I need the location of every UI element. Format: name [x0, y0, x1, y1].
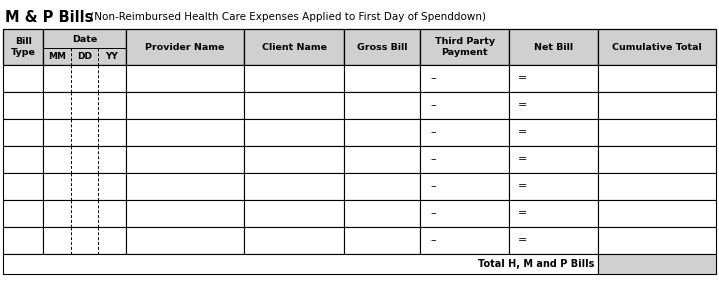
Text: –: – — [431, 181, 436, 192]
Text: Provider Name: Provider Name — [145, 43, 224, 52]
Bar — [597, 173, 716, 200]
Bar — [597, 200, 716, 227]
Bar — [3, 119, 43, 146]
Bar — [126, 65, 244, 92]
Bar — [3, 173, 43, 200]
Text: =: = — [518, 181, 527, 192]
Bar — [43, 29, 126, 65]
Bar — [509, 119, 597, 146]
Bar — [43, 119, 126, 146]
Text: –: – — [431, 73, 436, 84]
Bar — [43, 65, 126, 92]
Bar — [420, 119, 509, 146]
Text: Gross Bill: Gross Bill — [357, 43, 408, 52]
Bar — [126, 200, 244, 227]
Bar — [420, 146, 509, 173]
Text: Bill
Type: Bill Type — [11, 37, 35, 57]
Bar — [3, 65, 43, 92]
Bar — [597, 146, 716, 173]
Text: Third Party
Payment: Third Party Payment — [434, 37, 495, 57]
Bar — [43, 173, 126, 200]
Bar — [244, 146, 344, 173]
Text: –: – — [431, 154, 436, 164]
Bar — [509, 92, 597, 119]
Text: –: – — [431, 236, 436, 245]
Bar — [244, 29, 344, 65]
Bar — [244, 65, 344, 92]
Bar — [126, 92, 244, 119]
Bar — [43, 92, 126, 119]
Bar — [244, 119, 344, 146]
Bar — [420, 173, 509, 200]
Text: YY: YY — [106, 52, 118, 61]
Bar — [420, 29, 509, 65]
Bar — [3, 200, 43, 227]
Bar — [344, 200, 420, 227]
Bar — [420, 227, 509, 254]
Bar — [344, 92, 420, 119]
Text: =: = — [518, 209, 527, 219]
Bar — [3, 227, 43, 254]
Bar — [3, 29, 43, 65]
Bar — [126, 173, 244, 200]
Bar — [126, 146, 244, 173]
Bar — [126, 227, 244, 254]
Text: MM: MM — [48, 52, 66, 61]
Text: Net Bill: Net Bill — [533, 43, 573, 52]
Text: =: = — [518, 128, 527, 137]
Bar — [597, 119, 716, 146]
Bar — [509, 29, 597, 65]
Bar — [244, 227, 344, 254]
Bar — [509, 227, 597, 254]
Bar — [3, 92, 43, 119]
Bar — [420, 65, 509, 92]
Text: (Non-Reimbursed Health Care Expenses Applied to First Day of Spenddown): (Non-Reimbursed Health Care Expenses App… — [87, 12, 486, 22]
Bar — [3, 254, 597, 274]
Text: M & P Bills: M & P Bills — [5, 10, 93, 25]
Bar — [344, 29, 420, 65]
Text: Client Name: Client Name — [262, 43, 326, 52]
Text: –: – — [431, 209, 436, 219]
Bar — [43, 200, 126, 227]
Text: Total H, M and P Bills: Total H, M and P Bills — [478, 259, 595, 269]
Bar — [420, 200, 509, 227]
Bar — [344, 65, 420, 92]
Bar — [509, 200, 597, 227]
Bar — [344, 173, 420, 200]
Bar — [344, 119, 420, 146]
Text: Date: Date — [72, 35, 97, 43]
Bar — [344, 146, 420, 173]
Text: =: = — [518, 236, 527, 245]
Text: –: – — [431, 128, 436, 137]
Bar — [244, 200, 344, 227]
Text: Cumulative Total: Cumulative Total — [612, 43, 702, 52]
Bar — [597, 227, 716, 254]
Text: DD: DD — [77, 52, 92, 61]
Bar — [244, 92, 344, 119]
Bar — [597, 254, 716, 274]
Bar — [509, 173, 597, 200]
Bar — [509, 146, 597, 173]
Bar — [344, 227, 420, 254]
Text: =: = — [518, 154, 527, 164]
Bar — [126, 29, 244, 65]
Text: =: = — [518, 73, 527, 84]
Bar — [3, 146, 43, 173]
Bar — [420, 92, 509, 119]
Text: =: = — [518, 101, 527, 111]
Bar — [244, 173, 344, 200]
Bar — [597, 92, 716, 119]
Bar — [43, 146, 126, 173]
Bar — [597, 29, 716, 65]
Text: –: – — [431, 101, 436, 111]
Bar — [126, 119, 244, 146]
Bar — [43, 227, 126, 254]
Bar — [509, 65, 597, 92]
Bar — [597, 65, 716, 92]
